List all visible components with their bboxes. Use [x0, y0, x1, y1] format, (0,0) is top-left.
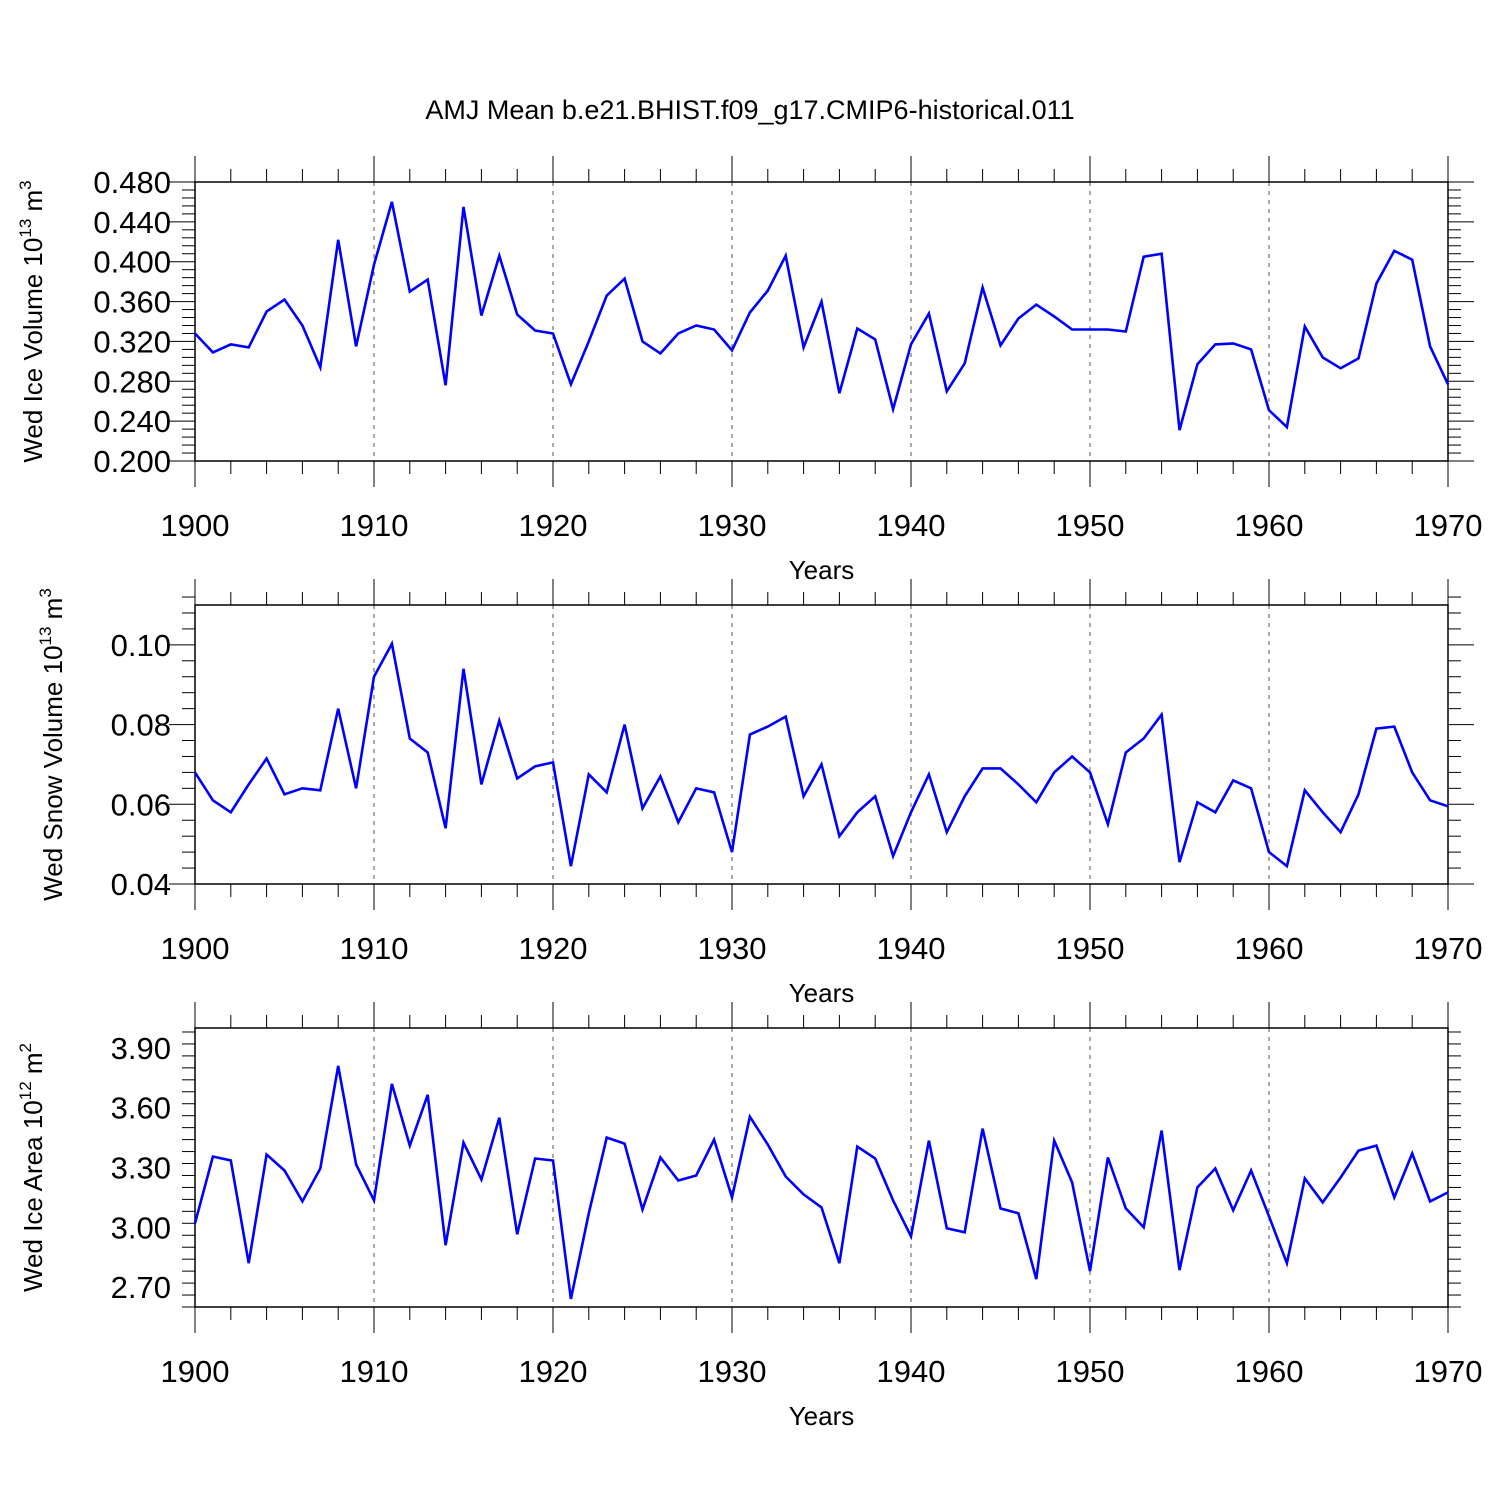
x-tick-label: 1910	[340, 1354, 409, 1389]
y-tick-label: 0.320	[93, 324, 171, 359]
x-tick-label: 1950	[1056, 931, 1125, 966]
y-tick-label: 0.200	[93, 444, 171, 479]
x-tick-label: 1920	[519, 1354, 588, 1389]
x-tick-label: 1970	[1414, 1354, 1483, 1389]
y-tick-label: 0.440	[93, 205, 171, 240]
y-tick-label: 0.06	[111, 787, 171, 822]
x-tick-label: 1950	[1056, 508, 1125, 543]
x-tick-label: 1900	[161, 1354, 230, 1389]
plot-frame	[194, 1027, 1449, 1308]
x-tick-label: 1930	[698, 1354, 767, 1389]
x-tick-label: 1930	[698, 508, 767, 543]
x-tick-label: 1940	[877, 1354, 946, 1389]
y-tick-label: 0.04	[111, 867, 171, 902]
x-tick-label: 1940	[877, 508, 946, 543]
y-tick-label: 3.30	[111, 1151, 171, 1186]
y-tick-label: 0.08	[111, 708, 171, 743]
y-tick-label: 0.10	[111, 628, 171, 663]
x-tick-label: 1920	[519, 931, 588, 966]
x-tick-label: 1940	[877, 931, 946, 966]
x-axis-title: Years	[789, 978, 855, 1008]
panel-ice-area: 1900 1910 1920 1930 1940 1950 1960 1970 2.70 3.00…	[16, 1002, 1482, 1431]
x-tick-label: 1920	[519, 508, 588, 543]
figure-title: AMJ Mean b.e21.BHIST.f09_g17.CMIP6-histo…	[425, 95, 1074, 125]
x-tick-label: 1970	[1414, 931, 1483, 966]
y-tick-label: 0.400	[93, 245, 171, 280]
series-line-snow-volume	[193, 639, 1449, 869]
panel-ice-volume: 1900 1910 1920 1930 1940 1950 1960 1970 0.200 0.2…	[16, 156, 1482, 585]
x-tick-label: 1900	[161, 508, 230, 543]
series-line-ice-area	[193, 1065, 1449, 1300]
y-axis-title: Wed Ice Volume 1013 m3	[16, 180, 48, 462]
x-tick-label: 1930	[698, 931, 767, 966]
y-tick-label: 3.90	[111, 1031, 171, 1066]
plot-frame	[194, 604, 1449, 885]
y-tick-label: 3.00	[111, 1210, 171, 1245]
y-axis-title: Wed Snow Volume 1013 m3	[36, 588, 68, 901]
y-tick-label: 3.60	[111, 1091, 171, 1126]
y-tick-label: 0.240	[93, 404, 171, 439]
y-tick-label: 0.360	[93, 285, 171, 320]
x-axis-title: Years	[789, 1401, 855, 1431]
x-axis-title: Years	[789, 555, 855, 585]
y-tick-label: 2.70	[111, 1270, 171, 1305]
x-tick-label: 1900	[161, 931, 230, 966]
y-tick-label: 0.480	[93, 165, 171, 200]
x-tick-label: 1910	[340, 931, 409, 966]
series-line-ice-volume	[194, 201, 1450, 431]
y-axis-title: Wed Ice Area 1012 m2	[16, 1043, 48, 1292]
plot-frame	[194, 181, 1449, 462]
x-tick-label: 1960	[1235, 1354, 1304, 1389]
x-tick-label: 1910	[340, 508, 409, 543]
y-tick-label: 0.280	[93, 364, 171, 399]
x-tick-label: 1960	[1235, 508, 1304, 543]
x-tick-label: 1950	[1056, 1354, 1125, 1389]
panel-snow-volume: 1900 1910 1920 1930 1940 1950 1960 1970 0.04 0.06…	[36, 579, 1482, 1008]
x-tick-label: 1970	[1414, 508, 1483, 543]
x-tick-label: 1960	[1235, 931, 1304, 966]
